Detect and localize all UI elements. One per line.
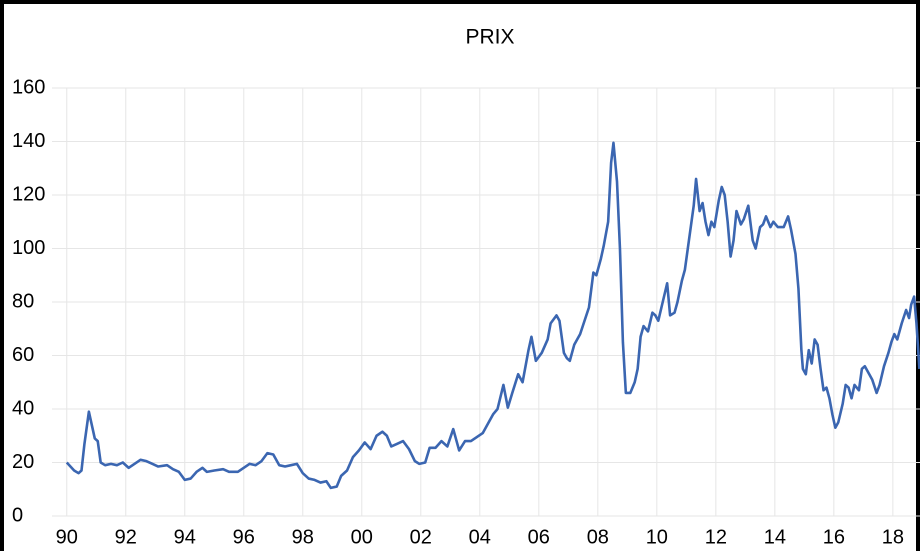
x-tick-label: 96 (233, 526, 255, 548)
x-tick-label: 10 (646, 526, 668, 548)
y-tick-label: 0 (12, 504, 23, 526)
x-tick-label: 92 (115, 526, 137, 548)
y-tick-label: 80 (12, 290, 34, 312)
x-tick-label: 06 (528, 526, 550, 548)
price-line (65, 141, 920, 490)
x-tick-label: 02 (410, 526, 432, 548)
x-tick-label: 94 (174, 526, 196, 548)
x-tick-label: 04 (469, 526, 491, 548)
y-tick-label: 120 (12, 183, 45, 205)
y-tick-label: 20 (12, 451, 34, 473)
x-tick-label: 00 (351, 526, 373, 548)
y-tick-label: 100 (12, 237, 45, 259)
x-tick-label: 16 (823, 526, 845, 548)
chart-title: PRIX (465, 26, 514, 49)
x-tick-label: 98 (292, 526, 314, 548)
x-tick-label: 08 (587, 526, 609, 548)
y-tick-label: 160 (12, 76, 45, 98)
y-tick-label: 60 (12, 344, 34, 366)
x-tick-label: 12 (705, 526, 727, 548)
x-tick-label: 90 (56, 526, 78, 548)
x-tick-label: 18 (882, 526, 904, 548)
x-tick-label: 14 (764, 526, 786, 548)
y-tick-label: 40 (12, 397, 34, 419)
y-tick-label: 140 (12, 130, 45, 152)
